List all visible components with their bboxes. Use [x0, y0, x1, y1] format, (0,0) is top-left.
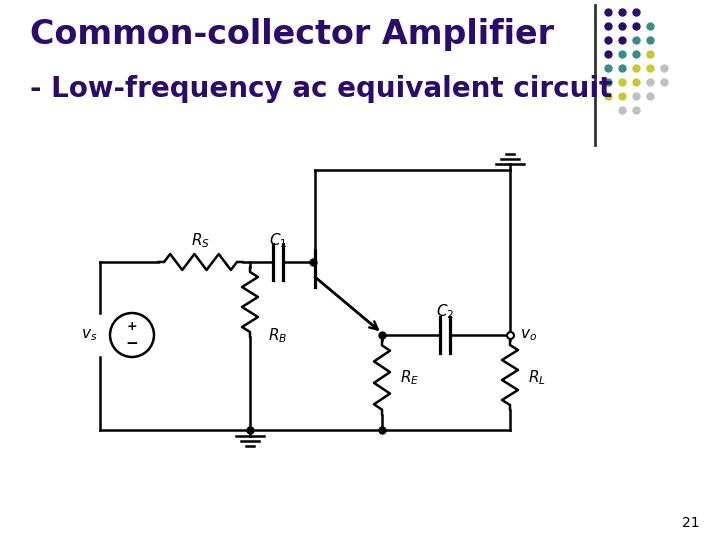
Text: $v_s$: $v_s$	[81, 327, 97, 343]
Text: $R_L$: $R_L$	[528, 368, 546, 387]
Text: 21: 21	[683, 516, 700, 530]
Text: $R_S$: $R_S$	[191, 231, 210, 250]
Text: −: −	[125, 335, 138, 350]
Text: $R_E$: $R_E$	[400, 368, 419, 387]
Text: $C_1$: $C_1$	[269, 231, 287, 250]
Text: - Low-frequency ac equivalent circuit: - Low-frequency ac equivalent circuit	[30, 75, 612, 103]
Text: +: +	[127, 321, 138, 334]
Text: $R_B$: $R_B$	[268, 327, 287, 346]
Text: $v_o$: $v_o$	[520, 327, 537, 343]
Text: Common-collector Amplifier: Common-collector Amplifier	[30, 18, 554, 51]
Text: $C_2$: $C_2$	[436, 302, 454, 321]
